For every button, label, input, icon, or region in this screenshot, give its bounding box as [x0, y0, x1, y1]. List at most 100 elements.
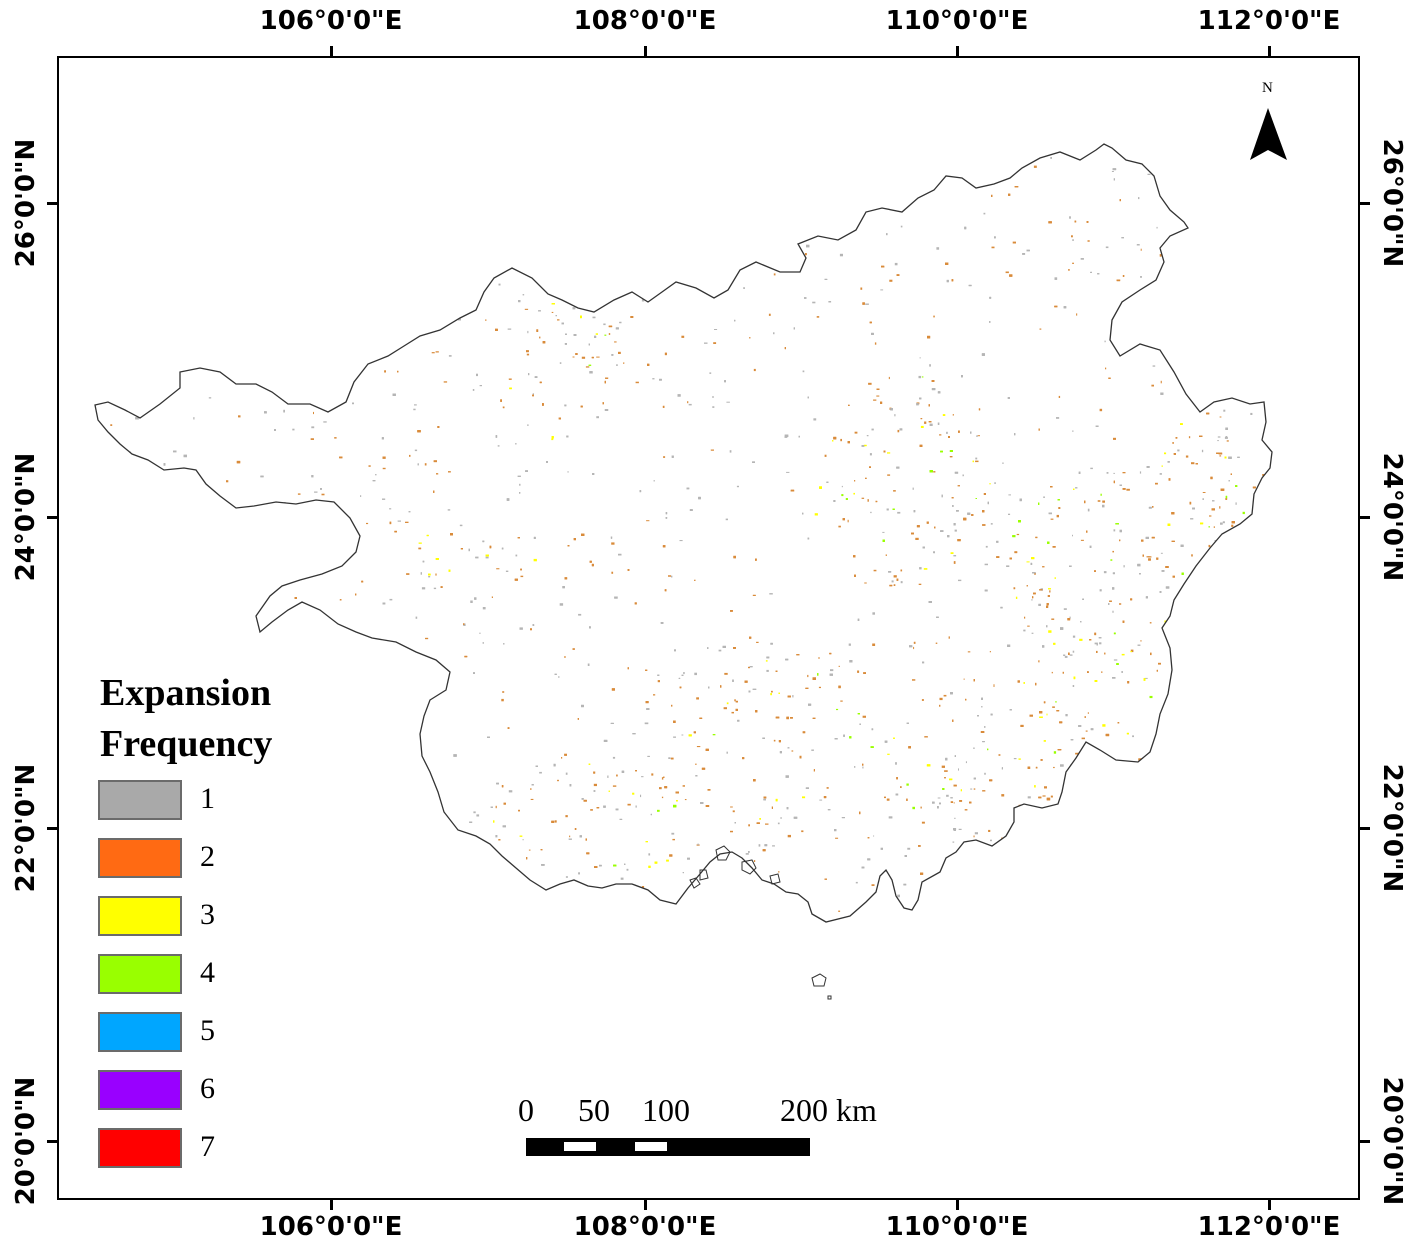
- raster-pixel: [173, 450, 177, 453]
- raster-pixel: [1012, 535, 1016, 538]
- raster-pixel: [187, 327, 190, 330]
- raster-pixel: [1254, 390, 1258, 393]
- raster-pixel: [814, 513, 818, 516]
- raster-pixel: [755, 710, 758, 713]
- raster-pixel: [284, 531, 289, 533]
- scale-label-50: 50: [578, 1092, 610, 1128]
- raster-pixel: [857, 618, 860, 621]
- raster-pixel: [749, 666, 753, 668]
- raster-pixel: [339, 599, 342, 601]
- raster-pixel: [160, 533, 164, 535]
- raster-pixel: [871, 428, 874, 431]
- raster-pixel: [1076, 818, 1078, 820]
- raster-pixel: [1244, 534, 1248, 537]
- raster-pixel: [1184, 613, 1188, 616]
- raster-pixel: [1016, 533, 1020, 536]
- raster-pixel: [588, 364, 592, 366]
- raster-pixel: [392, 393, 396, 396]
- raster-pixel: [833, 436, 837, 440]
- raster-pixel: [744, 263, 747, 266]
- raster-pixel: [900, 225, 903, 228]
- raster-pixel: [688, 403, 692, 406]
- raster-pixel: [1223, 409, 1226, 412]
- raster-pixel: [450, 308, 454, 311]
- raster-pixel: [163, 309, 166, 312]
- raster-pixel: [336, 370, 340, 372]
- raster-pixel: [691, 171, 694, 174]
- raster-pixel: [1173, 617, 1176, 619]
- raster-pixel: [1056, 514, 1059, 518]
- raster-pixel: [1036, 847, 1039, 850]
- raster-pixel: [1034, 785, 1036, 788]
- raster-pixel: [1248, 687, 1250, 689]
- raster-pixel: [1235, 594, 1238, 596]
- raster-pixel: [290, 644, 294, 648]
- raster-pixel: [161, 167, 164, 169]
- raster-pixel: [709, 372, 712, 374]
- raster-pixel: [546, 461, 548, 463]
- raster-pixel: [493, 820, 495, 823]
- raster-pixel: [1059, 721, 1063, 724]
- raster-pixel: [906, 783, 909, 786]
- raster-pixel: [245, 794, 249, 796]
- raster-pixel: [775, 716, 780, 719]
- raster-pixel: [592, 316, 596, 319]
- raster-pixel: [169, 888, 172, 891]
- raster-pixel: [1192, 789, 1195, 792]
- raster-pixel: [1166, 746, 1168, 749]
- raster-pixel: [1224, 437, 1228, 439]
- raster-pixel: [382, 467, 386, 470]
- raster-pixel: [1191, 554, 1193, 557]
- raster-pixel: [1262, 257, 1265, 260]
- raster-pixel: [872, 643, 876, 646]
- raster-pixel: [1094, 680, 1098, 682]
- raster-pixel: [1132, 783, 1135, 785]
- raster-pixel: [1184, 613, 1188, 616]
- raster-pixel: [723, 707, 727, 710]
- raster-pixel: [924, 421, 927, 424]
- raster-pixel: [262, 518, 264, 520]
- raster-pixel: [262, 518, 264, 520]
- raster-pixel: [149, 315, 153, 317]
- raster-pixel: [445, 264, 450, 266]
- raster-pixel: [1119, 539, 1121, 542]
- raster-pixel: [1199, 435, 1203, 437]
- raster-pixel: [339, 456, 343, 459]
- raster-pixel: [482, 607, 486, 610]
- raster-pixel: [787, 747, 790, 749]
- raster-pixel: [712, 396, 714, 398]
- raster-pixel: [1189, 189, 1193, 192]
- raster-pixel: [428, 573, 431, 576]
- raster-pixel: [1121, 653, 1125, 656]
- raster-pixel: [163, 309, 166, 312]
- raster-pixel: [626, 868, 629, 871]
- raster-pixel: [705, 748, 709, 751]
- raster-pixel: [559, 362, 562, 364]
- raster-pixel: [441, 246, 443, 249]
- raster-pixel: [1143, 678, 1146, 681]
- raster-pixel: [913, 646, 915, 650]
- raster-pixel: [434, 905, 438, 908]
- raster-pixel: [812, 677, 816, 680]
- raster-pixel: [606, 300, 610, 302]
- raster-pixel: [1228, 480, 1230, 482]
- raster-pixel: [376, 345, 378, 348]
- raster-pixel: [126, 653, 130, 656]
- raster-pixel: [963, 678, 965, 680]
- tick-left-22: [47, 827, 57, 830]
- raster-pixel: [310, 619, 312, 621]
- raster-pixel: [896, 777, 898, 780]
- raster-pixel: [1106, 472, 1109, 474]
- raster-pixel: [1191, 779, 1194, 782]
- raster-pixel: [900, 581, 903, 584]
- raster-pixel: [563, 904, 566, 906]
- raster-pixel: [503, 643, 505, 645]
- raster-pixel: [1069, 616, 1071, 619]
- raster-pixel: [848, 404, 850, 406]
- raster-pixel: [363, 786, 367, 788]
- raster-pixel: [1062, 671, 1064, 674]
- raster-pixel: [1122, 761, 1125, 764]
- raster-pixel: [1224, 629, 1227, 632]
- raster-pixel: [307, 346, 311, 348]
- raster-pixel: [982, 524, 986, 526]
